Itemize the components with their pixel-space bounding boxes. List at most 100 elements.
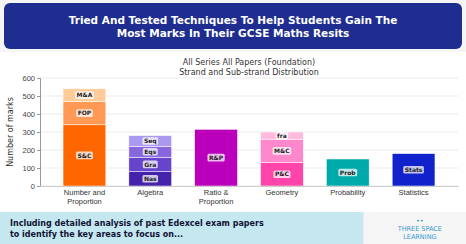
y-tick-mark xyxy=(37,132,40,133)
segment-label-box xyxy=(207,154,224,162)
y-tick-mark xyxy=(37,96,40,97)
y-tick-mark xyxy=(37,150,40,151)
chart-background xyxy=(0,52,466,212)
y-tick-label: 300 xyxy=(22,128,35,137)
y-tick: 400 xyxy=(22,110,40,119)
segment-label: Seq xyxy=(144,137,157,145)
x-tick: Ratio &Proportion xyxy=(199,186,234,206)
segment-label: P&C xyxy=(275,170,290,177)
segment-label: fra xyxy=(277,132,287,139)
y-tick: 0 xyxy=(31,182,40,191)
segment-label-box xyxy=(276,132,289,140)
text-line: Strand and Sub-strand Distribution xyxy=(179,68,319,77)
y-tick-label: 0 xyxy=(31,182,35,191)
bar-segment xyxy=(261,139,304,162)
bar-segment xyxy=(392,154,435,186)
text-line: Including detailed analysis of past Edex… xyxy=(10,219,264,228)
y-tick: 100 xyxy=(22,164,40,173)
segment-label: Nas xyxy=(144,175,157,182)
y-tick-label: 200 xyxy=(22,146,35,155)
bar-segment xyxy=(129,146,172,157)
y-tick: 500 xyxy=(22,92,40,101)
text-line: Proportion xyxy=(67,197,102,206)
bar-segment xyxy=(261,163,304,186)
segment-label-box xyxy=(273,171,290,179)
bar-segment xyxy=(129,157,172,171)
footer-text: Including detailed analysis of past Edex… xyxy=(10,219,264,239)
segment-label: M&C xyxy=(274,147,290,154)
y-axis-title: Number of marks xyxy=(6,97,15,167)
bar-segment xyxy=(326,159,369,186)
text-line: All Series All Papers (Foundation) xyxy=(183,58,315,67)
x-tick: Statistics xyxy=(399,186,429,197)
y-axis-line xyxy=(37,79,41,187)
segment-label: S&C xyxy=(77,152,92,159)
segment-label-box xyxy=(75,91,94,99)
segment-label: R&P xyxy=(209,154,224,161)
chart-svg: Tried And Tested Techniques To Help Stud… xyxy=(0,0,466,244)
header-title: Tried And Tested Techniques To Help Stud… xyxy=(69,14,398,39)
segment-label-box xyxy=(76,152,93,160)
text-line: to identify the key areas to focus on... xyxy=(10,230,183,239)
x-tick-label: Number andProportion xyxy=(64,188,105,205)
x-tick: Number andProportion xyxy=(64,186,105,206)
bar-segment xyxy=(129,172,172,186)
bar-segment xyxy=(129,136,172,147)
x-tick-label: Algebra xyxy=(137,188,164,197)
segment-label-box xyxy=(338,169,357,177)
segment-label-box xyxy=(273,147,292,155)
x-tick: Geometry xyxy=(265,186,298,197)
segment-label-box xyxy=(76,109,93,117)
segment-label: Stats xyxy=(405,166,423,173)
y-tick-mark xyxy=(37,186,40,187)
x-tick-label: Geometry xyxy=(265,188,298,197)
y-tick-mark xyxy=(37,168,40,169)
bar-segment xyxy=(63,101,106,124)
x-axis-line xyxy=(41,186,459,187)
x-axis: Number andProportion Algebra Ratio &Propor… xyxy=(41,186,459,206)
segment-label-box xyxy=(142,137,158,145)
segment-label-box xyxy=(403,166,424,174)
text-line: •• xyxy=(416,217,424,225)
segment-label: M&A xyxy=(77,91,93,98)
y-tick-label: 100 xyxy=(22,164,35,173)
segment-label-box xyxy=(142,175,158,183)
x-tick-label: Statistics xyxy=(399,188,429,197)
bar-segment xyxy=(63,89,106,102)
grid xyxy=(40,78,458,186)
bar-segment xyxy=(195,129,238,186)
text-line: THREE SPACE xyxy=(397,225,442,233)
bar-segment xyxy=(261,132,304,139)
segment-label: Gra xyxy=(144,161,156,168)
y-tick-label: 500 xyxy=(22,92,35,101)
text-line: Most Marks In Their GCSE Maths Resits xyxy=(117,27,350,39)
text-line: Proportion xyxy=(199,197,234,206)
y-tick-label: 600 xyxy=(22,74,35,83)
segment-label-box xyxy=(143,161,158,169)
segment-label: FOP xyxy=(78,109,92,116)
y-tick-mark xyxy=(37,114,40,115)
y-tick: 300 xyxy=(22,128,40,137)
segment-label: Eqs xyxy=(144,148,156,156)
x-tick-label: Ratio &Proportion xyxy=(199,188,234,205)
background xyxy=(0,0,466,244)
bars xyxy=(63,89,435,186)
y-tick-mark xyxy=(37,78,40,79)
segment-label: Prob xyxy=(340,169,356,176)
x-tick: Algebra xyxy=(137,186,164,197)
bar-segment xyxy=(63,125,106,186)
x-tick-label: Probability xyxy=(330,188,365,197)
chart-title: All Series All Papers (Foundation)Strand… xyxy=(179,58,319,77)
text-line: LEARNING xyxy=(403,233,436,241)
header-banner xyxy=(4,3,462,49)
y-tick-label: 400 xyxy=(22,110,35,119)
x-tick: Probability xyxy=(330,186,365,197)
y-tick: 600 xyxy=(22,74,40,83)
footer-box xyxy=(0,212,363,244)
y-axis: 0 100 200 300 400 500 600 xyxy=(22,74,40,191)
y-tick: 200 xyxy=(22,146,40,155)
logo-text: ••THREE SPACELEARNING xyxy=(397,217,442,241)
text-line: Tried And Tested Techniques To Help Stud… xyxy=(69,14,398,26)
segment-labels: S&C FOP M&A Nas Gra Eqs Seq R&P P&C M&C fra Prob Sta… xyxy=(75,91,424,182)
grid-line xyxy=(40,78,458,79)
